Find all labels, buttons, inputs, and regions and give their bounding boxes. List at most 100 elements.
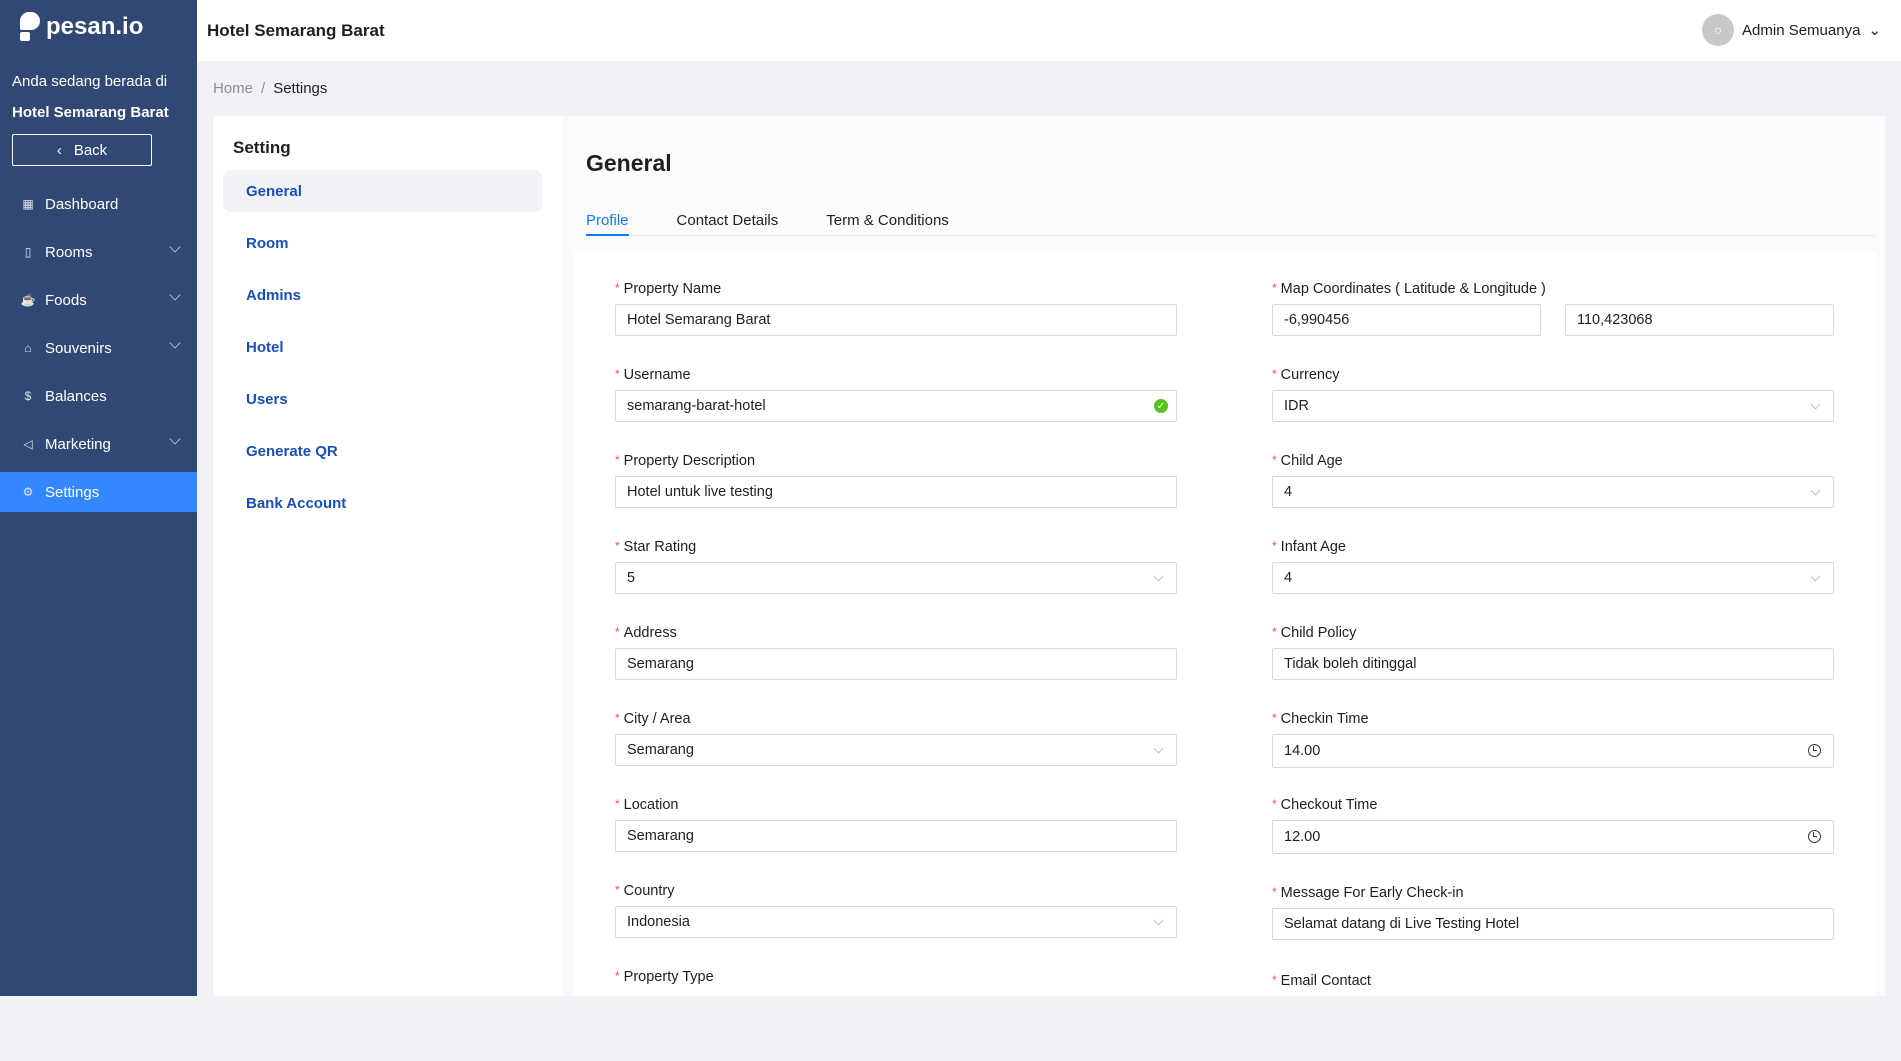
child-age-select[interactable]: 4 bbox=[1272, 476, 1834, 508]
city-area-field: * City / Area Semarang bbox=[615, 711, 1177, 797]
address-input[interactable]: Semarang bbox=[615, 648, 1177, 680]
settings-card: Setting General Room Admins Hotel Users Gener… bbox=[213, 116, 1885, 996]
sidebar-item-label: Rooms bbox=[45, 243, 93, 261]
location-name: Hotel Semarang Barat bbox=[12, 104, 169, 121]
property-name-field: * Property Name Hotel Semarang Barat bbox=[615, 281, 1177, 367]
chevron-down-icon: ⌄ bbox=[1868, 22, 1881, 39]
currency-select[interactable]: IDR bbox=[1272, 390, 1834, 422]
sidebar-item-label: Dashboard bbox=[45, 195, 119, 213]
property-description-input[interactable]: Hotel untuk live testing bbox=[615, 476, 1177, 508]
sidebar-item-foods[interactable]: ☕ Foods bbox=[0, 276, 197, 324]
label-text: Username bbox=[623, 367, 691, 383]
label-text: Child Age bbox=[1280, 453, 1343, 469]
label-text: Checkin Time bbox=[1280, 711, 1369, 727]
property-name-value: Hotel Semarang Barat bbox=[627, 312, 771, 328]
sidebar-item-souvenirs[interactable]: ⌂ Souvenirs bbox=[0, 324, 197, 372]
required-marker: * bbox=[1272, 625, 1277, 639]
breadcrumb-current: Settings bbox=[273, 80, 328, 97]
property-description-label: * Property Description bbox=[615, 453, 1177, 472]
location-input[interactable]: Semarang bbox=[615, 820, 1177, 852]
username-input[interactable]: semarang-barat-hotel ✓ bbox=[615, 390, 1177, 422]
user-icon: ○ bbox=[1713, 22, 1723, 38]
required-marker: * bbox=[615, 453, 620, 467]
tab-term-conditions[interactable]: Term & Conditions bbox=[826, 212, 949, 229]
sidebar-item-dashboard[interactable]: ▦ Dashboard bbox=[0, 180, 197, 228]
checkin-time-input[interactable]: 14.00 bbox=[1272, 734, 1834, 768]
required-marker: * bbox=[615, 539, 620, 553]
right-column: * Map Coordinates ( Latitude & Longitude … bbox=[1272, 281, 1834, 1061]
user-name: Admin Semuanya bbox=[1742, 21, 1861, 39]
chevron-down-icon bbox=[169, 337, 181, 349]
tab-contact-details[interactable]: Contact Details bbox=[676, 212, 779, 229]
settings-nav-generate-qr[interactable]: Generate QR bbox=[246, 442, 338, 460]
country-select[interactable]: Indonesia bbox=[615, 906, 1177, 938]
label-text: Property Name bbox=[623, 281, 722, 297]
address-field: * Address Semarang bbox=[615, 625, 1177, 711]
property-name-label: * Property Name bbox=[615, 281, 1177, 300]
door-icon: ▯ bbox=[24, 245, 32, 259]
label-text: Child Policy bbox=[1280, 625, 1357, 641]
map-coordinates-latitude-longitude-label: * Map Coordinates ( Latitude & Longitude … bbox=[1272, 281, 1834, 300]
brand-name: pesan.io bbox=[46, 13, 144, 40]
address-value: Semarang bbox=[627, 656, 694, 672]
user-menu[interactable]: ○ Admin Semuanya ⌄ bbox=[1702, 14, 1881, 46]
sidebar: pesan.io Anda sedang berada di Hotel Sem… bbox=[0, 0, 197, 996]
star-rating-select[interactable]: 5 bbox=[615, 562, 1177, 594]
profile-form: * Property Name Hotel Semarang Barat * Usern… bbox=[573, 251, 1876, 996]
infant-age-label: * Infant Age bbox=[1272, 539, 1834, 558]
required-marker: * bbox=[615, 367, 620, 381]
star-rating-field: * Star Rating 5 bbox=[615, 539, 1177, 625]
child-policy-input[interactable]: Tidak boleh ditinggal bbox=[1272, 648, 1834, 680]
currency-label: * Currency bbox=[1272, 367, 1834, 386]
settings-nav-admins[interactable]: Admins bbox=[246, 286, 302, 304]
required-marker: * bbox=[1272, 367, 1277, 381]
city-area-value: Semarang bbox=[627, 742, 694, 758]
sidebar-item-rooms[interactable]: ▯ Rooms bbox=[0, 228, 197, 276]
back-button[interactable]: ‹ Back bbox=[12, 134, 152, 166]
property-name-input[interactable]: Hotel Semarang Barat bbox=[615, 304, 1177, 336]
property-description-field: * Property Description Hotel untuk live te… bbox=[615, 453, 1177, 539]
message-for-early-check-in-value: Selamat datang di Live Testing Hotel bbox=[1284, 916, 1520, 932]
tabs: Profile Contact Details Term & Conditions bbox=[586, 204, 1875, 236]
settings-nav-bank-account[interactable]: Bank Account bbox=[246, 494, 347, 512]
left-column: * Property Name Hotel Semarang Barat * Usern… bbox=[615, 281, 1177, 1055]
latitude-input[interactable]: -6,990456 bbox=[1272, 304, 1541, 336]
label-text: Address bbox=[623, 625, 677, 641]
breadcrumb: Home / Settings bbox=[213, 80, 328, 97]
child-policy-value: Tidak boleh ditinggal bbox=[1284, 656, 1417, 672]
infant-age-select[interactable]: 4 bbox=[1272, 562, 1834, 594]
longitude-input[interactable]: 110,423068 bbox=[1565, 304, 1834, 336]
header-title: Hotel Semarang Barat bbox=[207, 21, 385, 40]
label-text: Star Rating bbox=[623, 539, 697, 555]
country-label: * Country bbox=[615, 883, 1177, 902]
address-label: * Address bbox=[615, 625, 1177, 644]
gear-icon: ⚙ bbox=[22, 485, 34, 499]
settings-nav-room[interactable]: Room bbox=[246, 234, 289, 252]
required-marker: * bbox=[615, 969, 620, 983]
settings-nav-general[interactable]: General bbox=[223, 170, 542, 212]
property-description-value: Hotel untuk live testing bbox=[627, 484, 773, 500]
message-for-early-check-in-field: * Message For Early Check-in Selamat datan… bbox=[1272, 885, 1834, 973]
checkout-time-input[interactable]: 12.00 bbox=[1272, 820, 1834, 854]
required-marker: * bbox=[1272, 885, 1277, 899]
city-area-label: * City / Area bbox=[615, 711, 1177, 730]
settings-nav-hotel[interactable]: Hotel bbox=[246, 338, 284, 356]
logo-icon bbox=[20, 12, 40, 42]
sidebar-item-label: Settings bbox=[45, 483, 100, 501]
sidebar-item-settings[interactable]: ⚙ Settings bbox=[0, 472, 197, 512]
breadcrumb-home[interactable]: Home bbox=[213, 80, 254, 97]
logo[interactable]: pesan.io bbox=[20, 12, 143, 42]
cup-icon: ☕ bbox=[20, 293, 36, 307]
settings-nav-users[interactable]: Users bbox=[246, 390, 288, 408]
star-rating-label: * Star Rating bbox=[615, 539, 1177, 558]
city-area-select[interactable]: Semarang bbox=[615, 734, 1177, 766]
message-for-early-check-in-input[interactable]: Selamat datang di Live Testing Hotel bbox=[1272, 908, 1834, 940]
child-age-value: 4 bbox=[1284, 484, 1293, 500]
latitude-value: -6,990456 bbox=[1284, 312, 1350, 328]
label-text: Country bbox=[623, 883, 675, 899]
tab-profile[interactable]: Profile bbox=[586, 204, 629, 236]
sidebar-item-balances[interactable]: $ Balances bbox=[0, 372, 197, 420]
sidebar-item-marketing[interactable]: ◁ Marketing bbox=[0, 420, 197, 468]
checkout-time-value: 12.00 bbox=[1284, 829, 1321, 845]
sidebar-nav: ▦ Dashboard ▯ Rooms ☕ Foods ⌂ Souvenirs $ Balance… bbox=[0, 180, 197, 512]
